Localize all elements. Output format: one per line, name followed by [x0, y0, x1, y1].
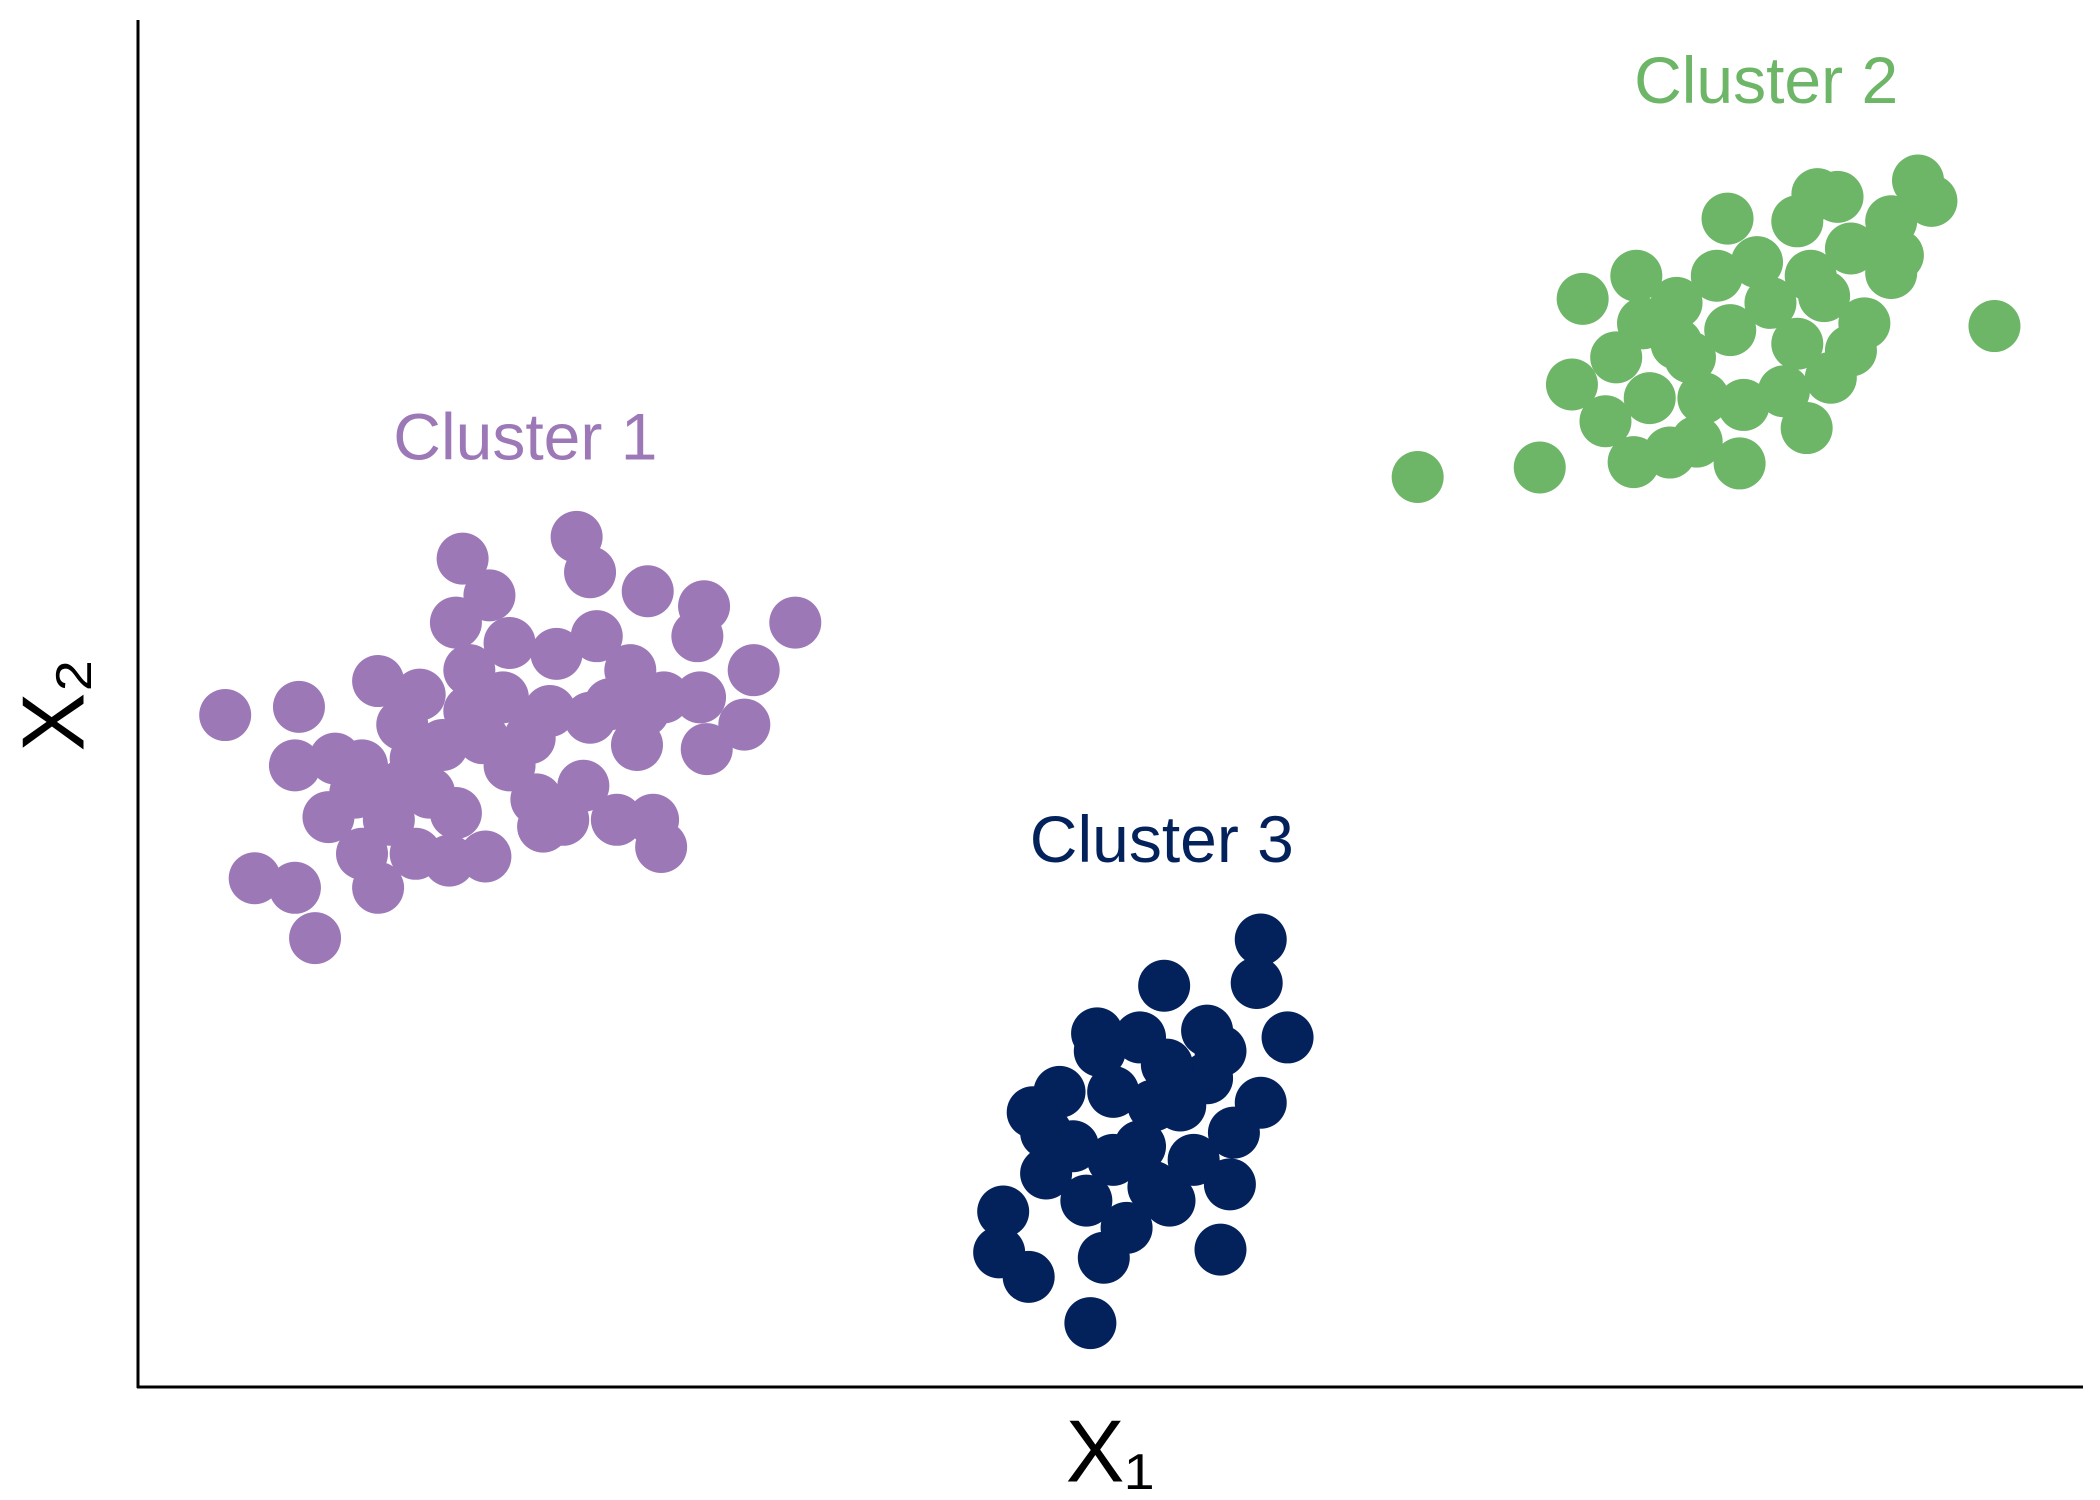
- point: [769, 596, 822, 649]
- point: [1087, 1065, 1140, 1118]
- point: [1060, 1174, 1113, 1227]
- point: [436, 532, 489, 585]
- point: [564, 691, 617, 744]
- point: [1100, 1201, 1153, 1254]
- point: [1623, 372, 1676, 425]
- point: [336, 739, 389, 792]
- point: [228, 852, 281, 905]
- point: [1207, 1106, 1260, 1159]
- point: [199, 689, 252, 742]
- y-axis-label: X₂: [3, 659, 102, 752]
- point: [1824, 222, 1877, 275]
- point: [1087, 1133, 1140, 1186]
- point: [1167, 1133, 1220, 1186]
- point: [1865, 246, 1918, 299]
- point: [1798, 270, 1851, 323]
- point: [429, 596, 482, 649]
- point: [1391, 451, 1444, 504]
- point: [483, 616, 536, 669]
- point: [530, 627, 583, 680]
- point: [1717, 378, 1770, 431]
- point: [570, 610, 623, 663]
- cluster-label: Cluster 3: [1030, 802, 1294, 876]
- point: [268, 739, 321, 792]
- point: [1579, 395, 1632, 448]
- point: [680, 723, 733, 776]
- point: [1701, 192, 1754, 245]
- point: [1020, 1147, 1073, 1200]
- point: [1771, 317, 1824, 370]
- point: [1194, 1223, 1247, 1276]
- point: [1704, 304, 1757, 357]
- point: [1744, 276, 1797, 329]
- point: [1713, 437, 1766, 490]
- point: [1690, 249, 1743, 302]
- point: [1194, 1025, 1247, 1078]
- point: [268, 861, 321, 914]
- point: [443, 644, 496, 697]
- point: [1968, 300, 2021, 353]
- point: [1073, 1025, 1126, 1078]
- point: [443, 684, 496, 737]
- point: [289, 912, 342, 965]
- point: [1545, 358, 1598, 411]
- point: [1556, 272, 1609, 325]
- point: [1261, 1011, 1314, 1064]
- point: [635, 821, 688, 874]
- point: [1650, 317, 1703, 370]
- point: [727, 644, 780, 697]
- point: [1670, 415, 1723, 468]
- point: [376, 698, 429, 751]
- point: [674, 671, 727, 724]
- point: [590, 793, 643, 846]
- point: [1140, 1038, 1193, 1091]
- point: [564, 546, 617, 599]
- point: [1127, 1161, 1180, 1214]
- point: [671, 610, 724, 663]
- cluster-label: Cluster 1: [393, 399, 657, 473]
- point: [1064, 1297, 1117, 1350]
- point: [352, 655, 405, 708]
- point: [1731, 236, 1784, 289]
- point: [403, 766, 456, 819]
- point: [1650, 276, 1703, 329]
- point: [557, 759, 610, 812]
- point: [459, 830, 512, 883]
- point: [617, 684, 670, 737]
- point: [1234, 913, 1287, 966]
- point: [1905, 174, 1958, 227]
- point: [1824, 324, 1877, 377]
- point: [718, 698, 771, 751]
- point: [621, 565, 674, 618]
- point: [1138, 959, 1191, 1012]
- point: [1230, 957, 1283, 1010]
- point: [362, 793, 415, 846]
- point: [1610, 249, 1663, 302]
- point: [523, 684, 576, 737]
- point: [973, 1226, 1026, 1279]
- point: [1033, 1065, 1086, 1118]
- cluster-label: Cluster 2: [1634, 43, 1898, 117]
- point: [483, 739, 536, 792]
- point: [977, 1185, 1030, 1238]
- point: [1127, 1079, 1180, 1132]
- point: [1791, 168, 1844, 221]
- point: [1677, 372, 1730, 425]
- point: [272, 680, 325, 733]
- point: [1020, 1106, 1073, 1159]
- x-axis-label: X₁: [1066, 1401, 1154, 1500]
- point: [1513, 441, 1566, 494]
- point: [1757, 365, 1810, 418]
